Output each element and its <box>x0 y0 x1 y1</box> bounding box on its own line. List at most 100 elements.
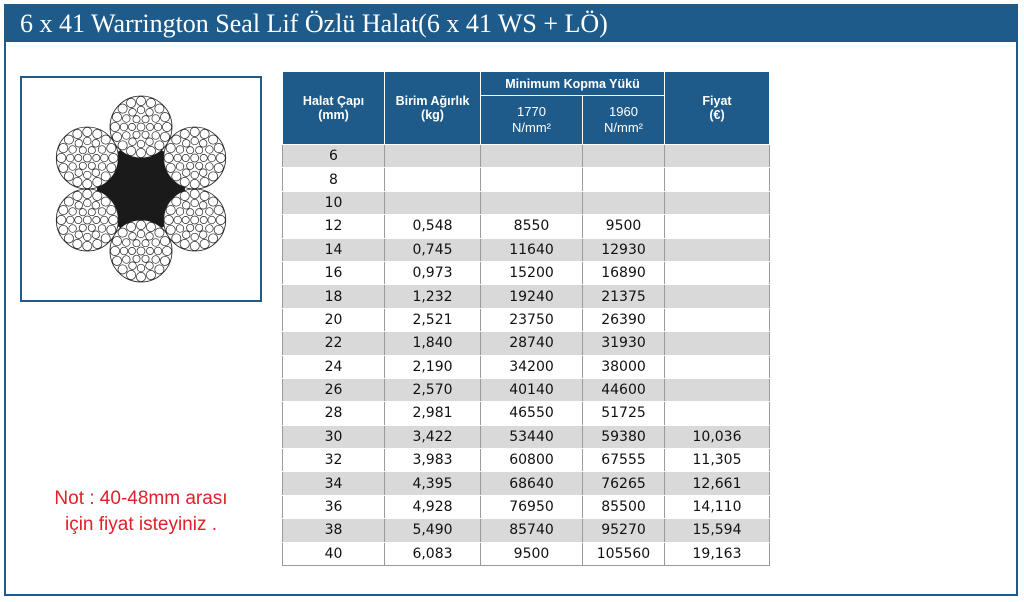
weight-cell: 2,521 <box>384 308 481 333</box>
page-frame: 6 x 41 Warrington Seal Lif Özlü Halat(6 … <box>4 4 1018 596</box>
price-cell <box>664 167 770 192</box>
break-load-1770-cell <box>480 144 583 169</box>
break-load-1960-cell: 59380 <box>582 425 665 450</box>
weight-cell: 2,570 <box>384 378 481 403</box>
table-row: 34 4,395 68640 76265 12,661 <box>282 471 770 496</box>
price-cell: 15,594 <box>664 518 770 543</box>
diameter-cell: 18 <box>282 284 385 309</box>
break-load-1960-cell: 44600 <box>582 378 665 403</box>
price-cell: 19,163 <box>664 542 770 567</box>
break-load-1770-cell <box>480 191 583 216</box>
weight-cell: 4,395 <box>384 471 481 496</box>
price-cell <box>664 238 770 262</box>
break-load-header: Minimum Kopma Yükü <box>480 71 665 96</box>
table-row: 16 0,973 15200 16890 <box>282 261 770 286</box>
break-load-1960-cell: 12930 <box>582 238 665 262</box>
break-load-1770-cell: 68640 <box>480 471 583 496</box>
grade-1770-unit: N/mm² <box>512 120 551 135</box>
table-row: 26 2,570 40140 44600 <box>282 378 770 403</box>
diameter-cell: 10 <box>282 191 385 216</box>
weight-cell: 1,232 <box>384 284 481 309</box>
diameter-cell: 40 <box>282 542 385 567</box>
price-cell <box>664 401 770 426</box>
table-row: 36 4,928 76950 85500 14,110 <box>282 495 770 520</box>
diameter-header: Halat Çapı (mm) <box>282 71 385 145</box>
grade-1960-label: 1960 <box>609 104 638 119</box>
weight-cell: 3,422 <box>384 425 481 450</box>
weight-cell: 6,083 <box>384 542 481 567</box>
diameter-cell: 20 <box>282 308 385 333</box>
break-load-1960-cell: 21375 <box>582 284 665 309</box>
specs-table: Halat Çapı (mm) Birim Ağırlık (kg) Minim… <box>282 71 770 567</box>
break-load-1770-cell: 76950 <box>480 495 583 520</box>
break-load-1960-cell: 85500 <box>582 495 665 520</box>
break-load-1960-cell: 76265 <box>582 471 665 496</box>
grade-1770-header: 1770 N/mm² <box>480 95 583 145</box>
break-load-1960-cell: 95270 <box>582 518 665 543</box>
table-row: 14 0,745 11640 12930 <box>282 238 770 262</box>
specs-table-body: 6 8 10 12 0,548 8550 9500 14 0,745 11640 12930 16 0,… <box>282 144 770 567</box>
diameter-cell: 16 <box>282 261 385 286</box>
price-cell <box>664 284 770 309</box>
weight-header-label: Birim Ağırlık <box>395 94 470 108</box>
table-row: 6 <box>282 144 770 169</box>
diameter-cell: 24 <box>282 355 385 379</box>
price-header-unit: (€) <box>709 108 725 122</box>
break-load-1770-cell: 9500 <box>480 542 583 567</box>
weight-cell <box>384 167 481 192</box>
diameter-cell: 34 <box>282 471 385 496</box>
diameter-cell: 22 <box>282 331 385 356</box>
weight-cell <box>384 144 481 169</box>
specs-table-container: Halat Çapı (mm) Birim Ağırlık (kg) Minim… <box>282 71 770 567</box>
table-row: 28 2,981 46550 51725 <box>282 401 770 426</box>
table-row: 40 6,083 9500 105560 19,163 <box>282 542 770 567</box>
diameter-cell: 32 <box>282 448 385 473</box>
diameter-cell: 6 <box>282 144 385 169</box>
table-row: 8 <box>282 167 770 192</box>
break-load-1960-cell: 67555 <box>582 448 665 473</box>
break-load-1770-cell: 19240 <box>480 284 583 309</box>
price-cell: 10,036 <box>664 425 770 450</box>
break-load-1960-cell <box>582 167 665 192</box>
price-cell <box>664 331 770 356</box>
diameter-header-unit: (mm) <box>318 108 349 122</box>
price-note-line-1: Not : 40-48mm arası <box>54 488 228 509</box>
diameter-cell: 14 <box>282 238 385 262</box>
diameter-cell: 36 <box>282 495 385 520</box>
break-load-1960-cell <box>582 191 665 216</box>
price-cell <box>664 355 770 379</box>
table-row: 12 0,548 8550 9500 <box>282 214 770 239</box>
weight-cell: 4,928 <box>384 495 481 520</box>
grade-1770-label: 1770 <box>517 104 546 119</box>
diameter-cell: 26 <box>282 378 385 403</box>
break-load-1960-cell: 26390 <box>582 308 665 333</box>
table-row: 38 5,490 85740 95270 15,594 <box>282 518 770 543</box>
price-note-line-2: için fiyat isteyiniz . <box>64 514 218 535</box>
break-load-1770-cell: 15200 <box>480 261 583 286</box>
break-load-1770-cell: 8550 <box>480 214 583 239</box>
price-header-label: Fiyat <box>702 94 732 108</box>
diameter-cell: 12 <box>282 214 385 239</box>
price-cell <box>664 261 770 286</box>
break-load-1960-cell: 9500 <box>582 214 665 239</box>
break-load-1770-cell: 85740 <box>480 518 583 543</box>
table-row: 20 2,521 23750 26390 <box>282 308 770 333</box>
price-cell <box>664 144 770 169</box>
diameter-cell: 8 <box>282 167 385 192</box>
table-row: 32 3,983 60800 67555 11,305 <box>282 448 770 473</box>
break-load-1960-cell: 51725 <box>582 401 665 426</box>
break-load-1960-cell: 38000 <box>582 355 665 379</box>
weight-cell: 3,983 <box>384 448 481 473</box>
rope-cross-section-image <box>20 76 262 302</box>
diameter-header-label: Halat Çapı <box>302 94 365 108</box>
break-load-1770-cell: 11640 <box>480 238 583 262</box>
rope-cross-section-icon <box>55 95 227 283</box>
table-row: 22 1,840 28740 31930 <box>282 331 770 356</box>
table-row: 10 <box>282 191 770 216</box>
page-title: 6 x 41 Warrington Seal Lif Özlü Halat(6 … <box>6 6 1016 42</box>
break-load-1770-cell: 46550 <box>480 401 583 426</box>
break-load-1960-cell: 31930 <box>582 331 665 356</box>
price-cell <box>664 308 770 333</box>
weight-cell: 2,190 <box>384 355 481 379</box>
weight-cell: 0,548 <box>384 214 481 239</box>
